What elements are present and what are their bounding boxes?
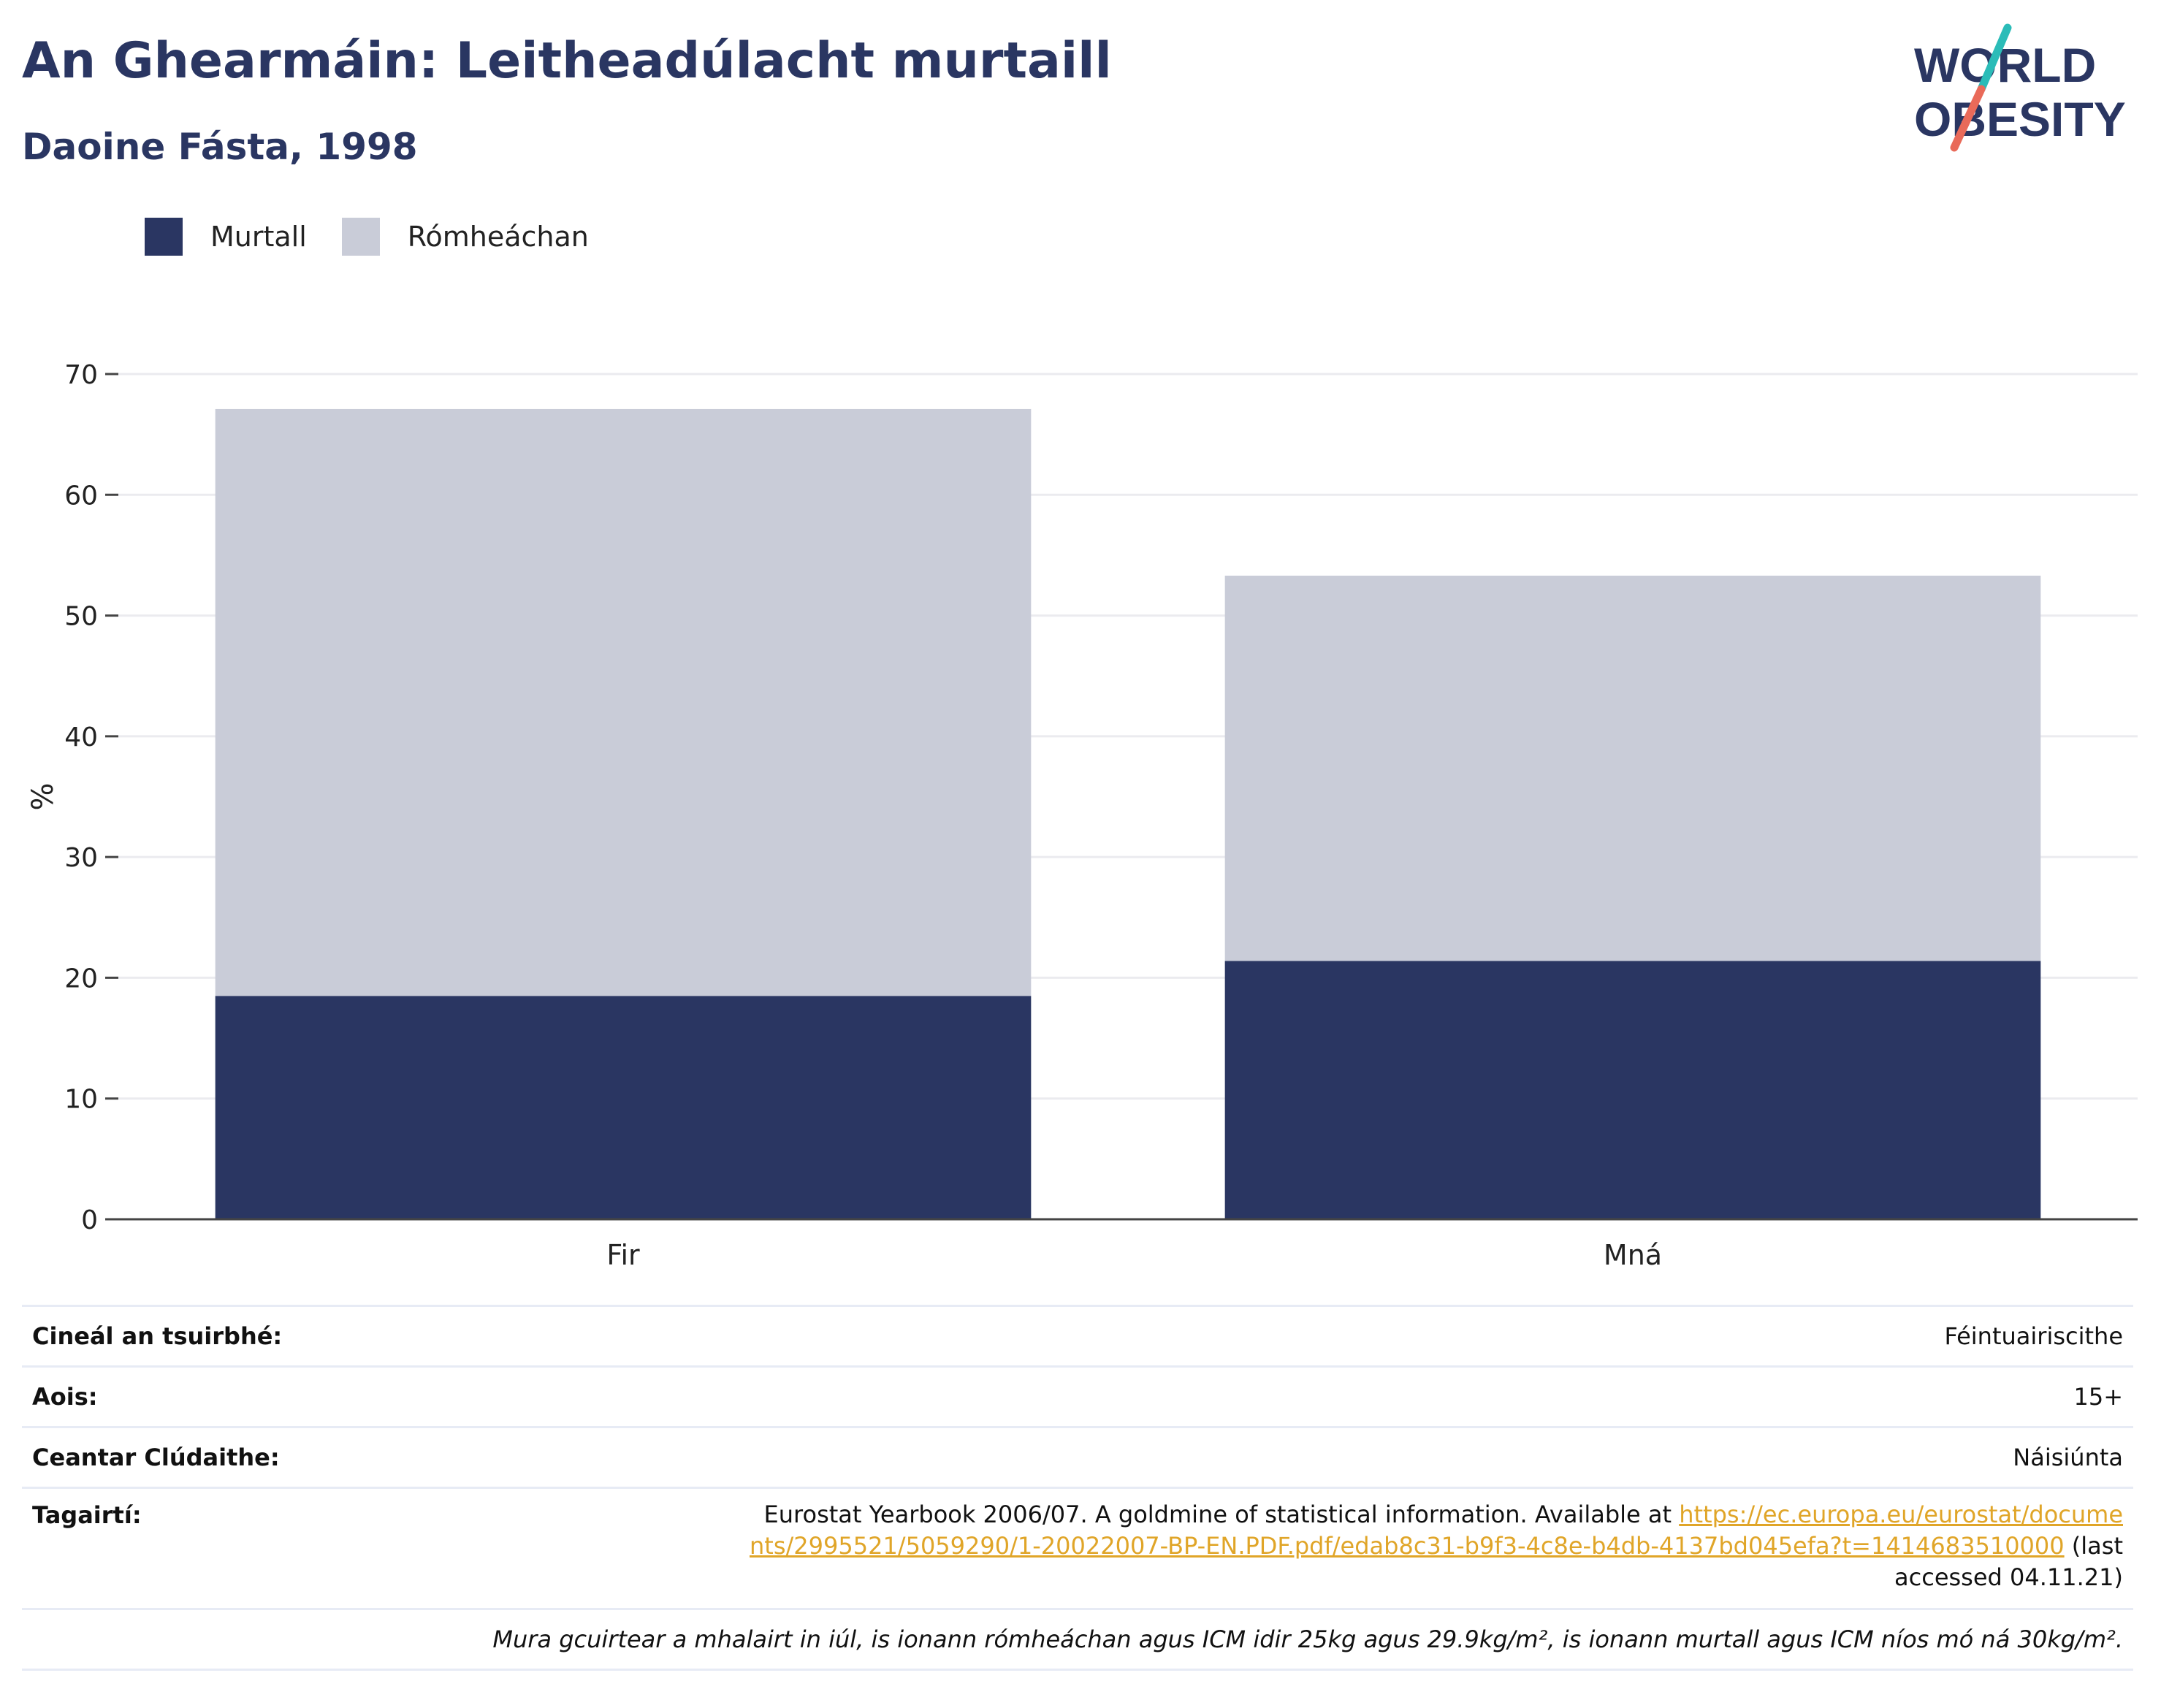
- references-value: Eurostat Yearbook 2006/07. A goldmine of…: [750, 1499, 2123, 1593]
- references-text: Eurostat Yearbook 2006/07. A goldmine of…: [763, 1501, 1672, 1528]
- legend-item-obese[interactable]: Murtall: [145, 218, 307, 256]
- bar-overweight-1: [1224, 576, 2041, 961]
- logo-slash-coral: [1950, 85, 1986, 152]
- y-tick-label: 10: [64, 1085, 98, 1115]
- x-tick-label: Mná: [1604, 1239, 1662, 1271]
- references-suffix: (last accessed 04.11.21): [1894, 1532, 2123, 1591]
- y-tick-label: 30: [64, 843, 98, 873]
- y-tick-label: 50: [64, 602, 98, 632]
- legend-item-overweight[interactable]: Rómheáchan: [341, 218, 589, 256]
- references-label: Tagairtí:: [32, 1501, 142, 1529]
- y-tick-label: 20: [64, 964, 98, 994]
- chart-title: An Ghearmáin: Leitheadúlacht murtaill: [22, 32, 1112, 90]
- area-value: Náisiúnta: [2013, 1444, 2123, 1471]
- bar-obese-0: [215, 996, 1032, 1219]
- y-tick-label: 70: [64, 360, 98, 390]
- logo-line1: WORLD: [1914, 38, 2096, 92]
- footnote: Mura gcuirtear a mhalairt in iúl, is ion…: [492, 1625, 2123, 1653]
- legend-label-overweight: Rómheáchan: [407, 221, 589, 253]
- info-row-survey-type: Cineál an tsuirbhé: Féintuairiscithe: [22, 1305, 2133, 1365]
- legend-label-obese: Murtall: [210, 221, 307, 253]
- age-label: Aois:: [32, 1383, 98, 1411]
- survey-type-label: Cineál an tsuirbhé:: [32, 1322, 283, 1350]
- info-row-age: Aois: 15+: [22, 1365, 2133, 1426]
- age-value: 15+: [2073, 1383, 2123, 1411]
- legend-swatch-obese: [145, 218, 183, 256]
- y-axis-label: %: [26, 782, 60, 810]
- y-tick-label: 60: [64, 481, 98, 511]
- info-table: Cineál an tsuirbhé: Féintuairiscithe Aoi…: [22, 1305, 2133, 1671]
- chart-subtitle: Daoine Fásta, 1998: [22, 126, 418, 168]
- bar-overweight-0: [215, 408, 1032, 996]
- info-row-references: Tagairtí: Eurostat Yearbook 2006/07. A g…: [22, 1487, 2133, 1608]
- x-tick-label: Fir: [606, 1239, 640, 1271]
- area-label: Ceantar Clúdaithe:: [32, 1444, 280, 1471]
- legend: Murtall Rómheáchan: [145, 216, 624, 257]
- info-row-footnote: Mura gcuirtear a mhalairt in iúl, is ion…: [22, 1608, 2133, 1671]
- logo-slash-teal: [1977, 23, 2012, 94]
- survey-type-value: Féintuairiscithe: [1944, 1322, 2123, 1350]
- bar-chart: 0 10 20 30 40 50 60 70 Fir Mná%: [26, 360, 2138, 1271]
- info-row-area: Ceantar Clúdaithe: Náisiúnta: [22, 1426, 2133, 1487]
- y-tick-label: 0: [81, 1205, 98, 1235]
- legend-swatch-overweight: [341, 218, 380, 256]
- logo-line2: OBESITY: [1914, 92, 2126, 146]
- bar-obese-1: [1224, 961, 2041, 1219]
- references-link[interactable]: https://ec.europa.eu/eurostat/documents/…: [750, 1501, 2123, 1560]
- world-obesity-logo: WORLD OBESITY: [1914, 23, 2126, 152]
- y-tick-label: 40: [64, 723, 98, 752]
